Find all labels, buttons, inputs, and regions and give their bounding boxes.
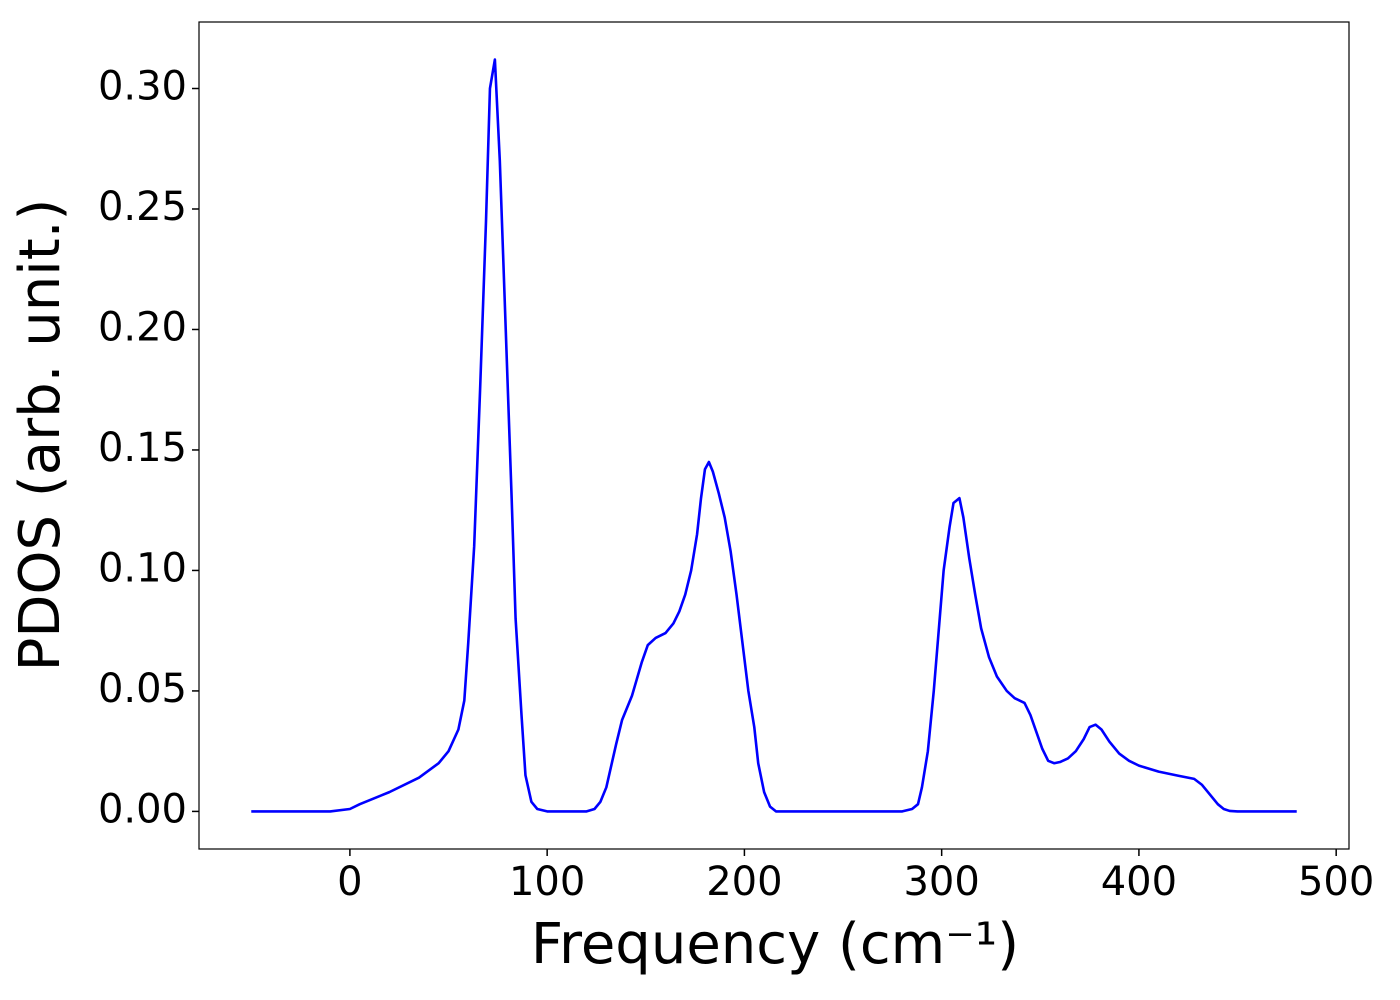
y-tick-label: 0.25 (98, 184, 187, 230)
y-tick-label: 0.15 (98, 425, 187, 471)
y-axis-label: PDOS (arb. unit.) (8, 199, 73, 672)
y-tick-label: 0.30 (98, 64, 187, 110)
plot-frame (198, 21, 1350, 850)
y-tick-label: 0.00 (98, 786, 187, 832)
x-tick-label: 200 (706, 859, 782, 905)
y-tick-label: 0.20 (98, 304, 187, 350)
y-tick-label: 0.10 (98, 545, 187, 591)
line (251, 58, 1297, 813)
x-axis-label: Frequency (cm⁻¹) (531, 912, 1019, 977)
y-tick-label: 0.05 (98, 666, 187, 712)
x-tick-label: 300 (903, 859, 979, 905)
x-tick-label: 500 (1298, 859, 1374, 905)
x-tick-label: 0 (337, 859, 362, 905)
x-tick-label: 100 (509, 859, 585, 905)
x-tick-label: 400 (1101, 859, 1177, 905)
